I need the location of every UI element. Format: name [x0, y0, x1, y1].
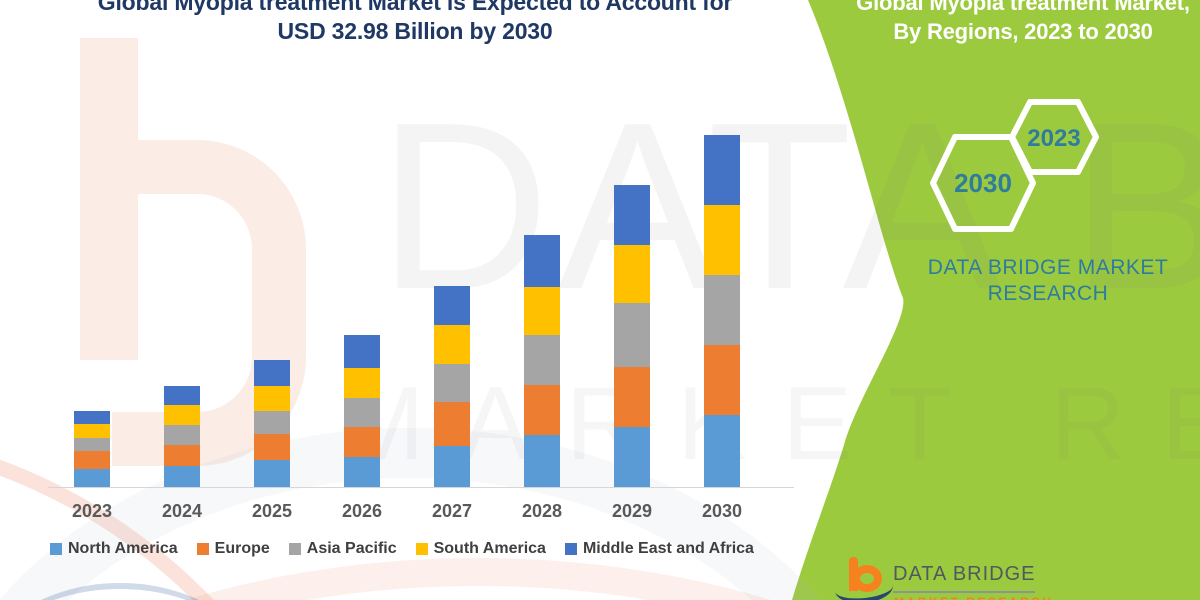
bar-segment-2024-middle-east-and-africa: [164, 386, 200, 405]
legend-swatch: [564, 543, 577, 555]
legend-swatch: [196, 543, 209, 555]
hexagon-2023: 2023: [1009, 99, 1099, 175]
side-panel-title-line2: By Regions, 2023 to 2030: [893, 19, 1153, 44]
chart-title-line1: Global Myopia treatment Market is Expect…: [97, 0, 733, 15]
bar-segment-2029-south-america: [614, 245, 650, 303]
bar-segment-2026-middle-east-and-africa: [344, 335, 380, 368]
bar-segment-2026-north-america: [344, 457, 380, 487]
bar-segment-2029-north-america: [614, 427, 650, 487]
x-axis-label-2023: 2023: [71, 501, 113, 521]
bar-segment-2028-middle-east-and-africa: [524, 235, 560, 287]
bar-segment-2027-middle-east-and-africa: [434, 286, 470, 325]
x-axis-label-2026: 2026: [341, 501, 383, 521]
x-axis-label-2027: 2027: [431, 501, 473, 521]
bar-segment-2028-south-america: [524, 287, 560, 335]
legend-item-south-america: South America: [415, 540, 546, 558]
side-panel-title-line1: Global Myopia treatment Market,: [856, 0, 1190, 15]
bar-segment-2028-europe: [524, 385, 560, 435]
bar-segment-2028-north-america: [524, 435, 560, 487]
legend-label: South America: [433, 540, 546, 557]
logo-b-bowl-icon: [852, 565, 882, 592]
x-axis-label-2025: 2025: [251, 501, 293, 521]
bar-segment-2023-north-america: [74, 469, 110, 487]
bar-segment-2030-middle-east-and-africa: [704, 135, 740, 205]
chart-legend: North America Europe Asia Pacific South Ame…: [50, 540, 810, 558]
side-panel-brand: DATA BRIDGE MARKET RESEARCH: [898, 255, 1198, 307]
bar-segment-2025-middle-east-and-africa: [254, 360, 290, 386]
x-axis-label-2028: 2028: [521, 501, 563, 521]
side-panel-title: Global Myopia treatment Market, By Regio…: [853, 0, 1193, 46]
x-axis-label-2029: 2029: [611, 501, 653, 521]
bar-segment-2027-europe: [434, 402, 470, 446]
hexagon-2030: 2030: [930, 134, 1036, 232]
bar-segment-2023-middle-east-and-africa: [74, 411, 110, 424]
legend-label: Asia Pacific: [306, 540, 397, 557]
legend-swatch: [50, 543, 62, 555]
x-axis-label-2024: 2024: [161, 501, 203, 521]
bar-segment-2029-europe: [614, 367, 650, 427]
x-axis-label-2030: 2030: [701, 501, 743, 521]
bar-segment-2030-asia-pacific: [704, 275, 740, 345]
bar-segment-2026-europe: [344, 427, 380, 457]
bar-segment-2025-south-america: [254, 386, 290, 411]
logo-underline: [893, 591, 1035, 593]
bar-segment-2030-south-america: [704, 205, 740, 275]
bar-segment-2024-north-america: [164, 466, 200, 487]
logo-wordmark: DATA BRIDGE: [893, 563, 1036, 585]
year-hexagons: 2030 2023: [930, 99, 1099, 232]
bar-segment-2030-north-america: [704, 415, 740, 487]
bar-segment-2028-asia-pacific: [524, 335, 560, 385]
bar-segment-2024-south-america: [164, 405, 200, 425]
bar-segment-2023-south-america: [74, 424, 110, 438]
legend-label: Middle East and Africa: [582, 540, 754, 557]
logo-subtitle: MARKET RESEARCH: [894, 595, 1054, 600]
bar-segment-2025-asia-pacific: [254, 411, 290, 434]
chart-title: Global Myopia treatment Market is Expect…: [75, 0, 755, 46]
bar-segment-2027-north-america: [434, 446, 470, 487]
side-panel-brand-line1: DATA BRIDGE MARKET: [927, 256, 1169, 279]
bar-segment-2023-europe: [74, 451, 110, 469]
bar-segment-2029-asia-pacific: [614, 303, 650, 367]
bar-segment-2029-middle-east-and-africa: [614, 185, 650, 245]
bar-segment-2026-asia-pacific: [344, 398, 380, 427]
legend-swatch: [288, 543, 301, 555]
bar-segment-2025-north-america: [254, 460, 290, 487]
bar-segment-2030-europe: [704, 345, 740, 415]
bar-segment-2025-europe: [254, 434, 290, 460]
chart-title-line2: USD 32.98 Billion by 2030: [277, 18, 553, 44]
hexagon-2023-label: 2023: [1027, 125, 1080, 152]
legend-label: North America: [68, 540, 178, 557]
legend-item-asia-pacific: Asia Pacific: [288, 540, 397, 558]
legend-label: Europe: [214, 540, 270, 557]
bar-segment-2026-south-america: [344, 368, 380, 398]
legend-item-europe: Europe: [196, 540, 270, 558]
bar-segment-2027-asia-pacific: [434, 364, 470, 402]
legend-item-north-america: North America: [50, 540, 178, 558]
x-axis-line: [48, 487, 794, 488]
legend-item-middle-east-and-africa: Middle East and Africa: [564, 540, 754, 558]
side-panel-brand-line2: RESEARCH: [987, 282, 1109, 305]
legend-swatch: [415, 543, 428, 555]
bar-segment-2023-asia-pacific: [74, 438, 110, 451]
bar-segment-2024-europe: [164, 445, 200, 466]
bar-segment-2027-south-america: [434, 325, 470, 364]
hexagon-2030-label: 2030: [954, 168, 1012, 198]
bar-segment-2024-asia-pacific: [164, 425, 200, 445]
